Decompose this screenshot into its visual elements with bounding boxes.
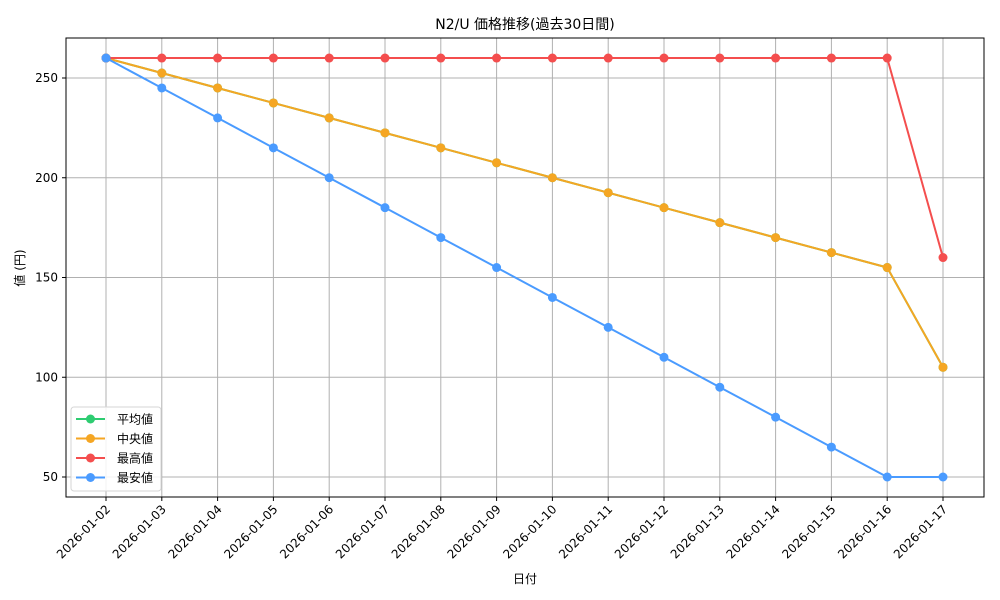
data-point <box>268 143 278 153</box>
data-point <box>324 113 334 123</box>
data-point <box>268 98 278 108</box>
data-point <box>771 53 781 63</box>
legend-box <box>70 406 162 492</box>
data-point <box>938 362 948 372</box>
data-point <box>157 68 167 78</box>
data-point <box>882 263 892 273</box>
series-line <box>105 57 944 368</box>
data-point <box>492 158 502 168</box>
legend-item: 平均値 <box>76 412 153 427</box>
data-point <box>213 113 223 123</box>
y-tick-label: 200 <box>35 171 58 185</box>
x-axis-label: 日付 <box>513 572 537 586</box>
x-tick-label: 2026-01-04 <box>166 502 225 561</box>
data-point <box>715 218 725 228</box>
legend-marker-icon <box>86 453 95 463</box>
grid-lines <box>66 38 984 497</box>
legend-marker-icon <box>86 434 95 443</box>
data-point <box>826 442 836 452</box>
x-tick-label: 2026-01-02 <box>54 502 113 561</box>
data-point <box>659 53 669 63</box>
data-point <box>492 263 502 273</box>
data-point <box>157 53 167 63</box>
data-point <box>771 412 781 422</box>
series-line <box>105 57 943 478</box>
y-tick-label: 250 <box>35 71 58 85</box>
data-point <box>882 472 892 482</box>
data-point <box>603 188 613 198</box>
data-point <box>436 53 446 63</box>
data-point <box>547 292 557 302</box>
data-point <box>771 233 781 243</box>
x-tick-label: 2026-01-05 <box>221 502 280 561</box>
series-1 <box>101 53 948 372</box>
x-tick-label: 2026-01-10 <box>500 502 559 561</box>
data-point <box>659 203 669 213</box>
legend-marker-icon <box>86 414 95 424</box>
y-axis-ticks: 50 100 150 200 250 <box>35 71 66 484</box>
legend-item: 最安値 <box>76 470 153 485</box>
data-point <box>547 173 557 183</box>
x-tick-label: 2026-01-16 <box>835 502 894 561</box>
x-tick-label: 2026-01-03 <box>110 502 169 561</box>
legend-label: 最高値 <box>117 451 153 466</box>
data-point <box>826 248 836 258</box>
data-point <box>380 128 390 138</box>
series-2 <box>101 53 948 263</box>
series-line <box>105 57 944 368</box>
data-point <box>882 53 892 63</box>
x-axis-ticks: 2026-01-022026-01-032026-01-042026-01-05… <box>54 497 950 561</box>
data-point <box>938 253 948 263</box>
data-point <box>436 143 446 153</box>
data-point <box>324 173 334 183</box>
legend-label: 最安値 <box>117 470 153 485</box>
data-point <box>380 203 390 213</box>
data-point <box>492 53 502 63</box>
x-tick-label: 2026-01-14 <box>724 502 783 561</box>
x-tick-label: 2026-01-07 <box>333 502 392 561</box>
y-tick-label: 100 <box>35 370 58 384</box>
chart-title: N2/U 価格推移(過去30日間) <box>435 17 615 33</box>
legend-item: 最高値 <box>76 451 153 466</box>
data-point <box>715 382 725 392</box>
y-tick-label: 150 <box>35 271 58 285</box>
y-axis-label: 値 (円) <box>12 249 27 286</box>
x-tick-label: 2026-01-12 <box>612 502 671 561</box>
x-tick-label: 2026-01-13 <box>668 502 727 561</box>
series-3 <box>101 53 948 482</box>
data-point <box>268 53 278 63</box>
data-point <box>324 53 334 63</box>
x-tick-label: 2026-01-17 <box>891 502 950 561</box>
data-point <box>101 53 111 63</box>
data-point <box>213 53 223 63</box>
data-point <box>826 53 836 63</box>
x-tick-label: 2026-01-11 <box>556 502 615 561</box>
series-line <box>106 57 944 258</box>
data-point <box>547 53 557 63</box>
data-point <box>659 352 669 362</box>
legend-label: 平均値 <box>117 412 153 427</box>
plot-area-frame <box>65 37 985 498</box>
legend-marker-icon <box>86 473 95 482</box>
x-tick-label: 2026-01-06 <box>277 502 336 561</box>
data-point <box>213 83 223 93</box>
data-point <box>938 472 948 482</box>
x-tick-label: 2026-01-09 <box>445 502 504 561</box>
legend-item: 中央値 <box>76 431 153 446</box>
y-tick-label: 50 <box>43 470 58 484</box>
data-point <box>715 53 725 63</box>
series-lines <box>101 53 948 482</box>
legend-label: 中央値 <box>117 431 153 446</box>
data-point <box>436 233 446 243</box>
series-0 <box>101 53 948 372</box>
x-tick-label: 2026-01-08 <box>389 502 448 561</box>
data-point <box>157 83 167 93</box>
x-tick-label: 2026-01-15 <box>779 502 838 561</box>
data-point <box>603 322 613 332</box>
data-point <box>603 53 613 63</box>
data-point <box>380 53 390 63</box>
